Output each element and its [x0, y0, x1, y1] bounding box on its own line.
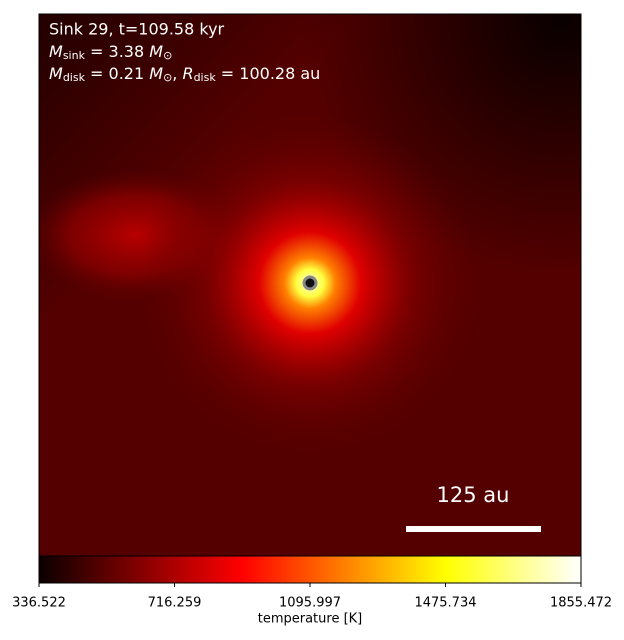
annotation-segment: M	[149, 42, 163, 61]
annotation-segment: ,	[172, 64, 182, 83]
tick-label: 1855.472	[550, 596, 612, 611]
annotation-segment: = 3.38	[85, 42, 149, 61]
annotation-segment: M	[49, 64, 63, 83]
tick-label: 1095.997	[279, 596, 341, 611]
annotation-line: Sink 29, t=109.58 kyr	[49, 20, 225, 39]
annotation-segment: M	[49, 42, 63, 61]
colorbar: 336.522 716.259 1095.997 1475.734 1855.472 te…	[12, 555, 612, 627]
temperature-map	[39, 14, 581, 556]
sink-marker	[302, 275, 318, 291]
scale-bar-label: 125 au	[437, 483, 510, 507]
annotation-segment: disk	[63, 71, 86, 84]
annotation-line: Mdisk = 0.21 M⊙, Rdisk = 100.28 au	[49, 64, 320, 85]
annotation-segment: sink	[63, 49, 86, 62]
colorbar-fill	[38, 555, 582, 584]
tick-label: 336.522	[12, 596, 66, 611]
annotation-segment: R	[182, 64, 193, 83]
annotation-segment: = 100.28 au	[216, 64, 321, 83]
annotation-segment: = 0.21	[85, 64, 149, 83]
tick-label: 716.259	[148, 596, 202, 611]
annotation-line: Msink = 3.38 M⊙	[49, 42, 172, 63]
tick-label: 1475.734	[414, 596, 476, 611]
scale-bar	[406, 526, 541, 532]
annotation-segment: disk	[194, 71, 217, 84]
colorbar-label: temperature [K]	[258, 612, 363, 627]
annotation-segment: M	[149, 64, 163, 83]
annotation-segment: ⊙	[163, 71, 172, 84]
annotation-segment: ⊙	[163, 49, 172, 62]
